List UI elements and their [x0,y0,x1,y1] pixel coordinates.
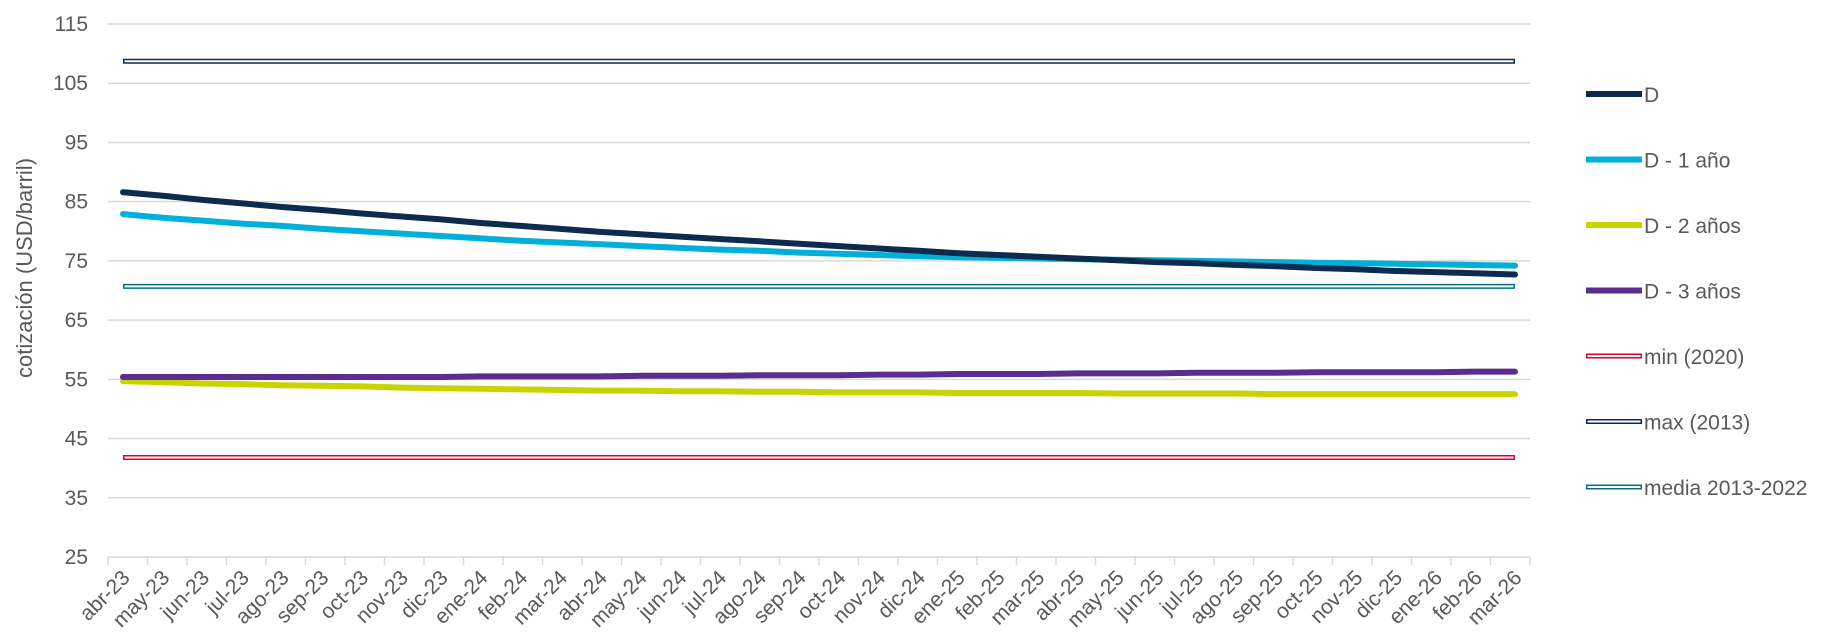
y-tick-label: 115 [55,13,88,36]
y-tick-label: 95 [65,131,88,154]
series-line-d [120,189,1518,278]
x-axis [107,556,1531,565]
series-lines [120,58,1518,461]
legend-label-d: D [1644,84,1659,107]
series-line-d-1-a-o [120,211,1518,269]
y-axis-title: cotización (USD/barril) [12,158,37,378]
y-tick-label: 35 [65,487,88,510]
legend-label-media-2013-2022: media 2013-2022 [1644,477,1807,500]
series-line-d-3-a-os [120,368,1518,380]
y-tick-label: 55 [65,368,88,391]
y-tick-label: 25 [65,546,88,569]
x-axis-ticks: abr-23may-23jun-23jul-23ago-23sep-23oct-… [75,566,1526,632]
y-tick-label: 75 [65,250,88,273]
y-axis-ticks: 25 35 45 55 65 75 85 95 105 115 [53,13,88,569]
legend-label-min-2020: min (2020) [1644,346,1744,369]
series-line-d-2-a-os [120,378,1518,398]
y-tick-label: 65 [65,309,88,332]
legend-label-d-3-a-os: D - 3 años [1644,281,1741,304]
y-tick-label: 45 [65,428,88,451]
y-tick-label: 105 [53,72,88,95]
legend-label-d-1-a-o: D - 1 año [1644,150,1730,173]
legend: D D - 1 año D - 2 años D - 3 años min (2020)… [1586,84,1807,500]
legend-label-max-2013: max (2013) [1644,412,1750,435]
legend-label-d-2-a-os: D - 2 años [1644,215,1741,238]
y-tick-label: 85 [65,191,88,214]
